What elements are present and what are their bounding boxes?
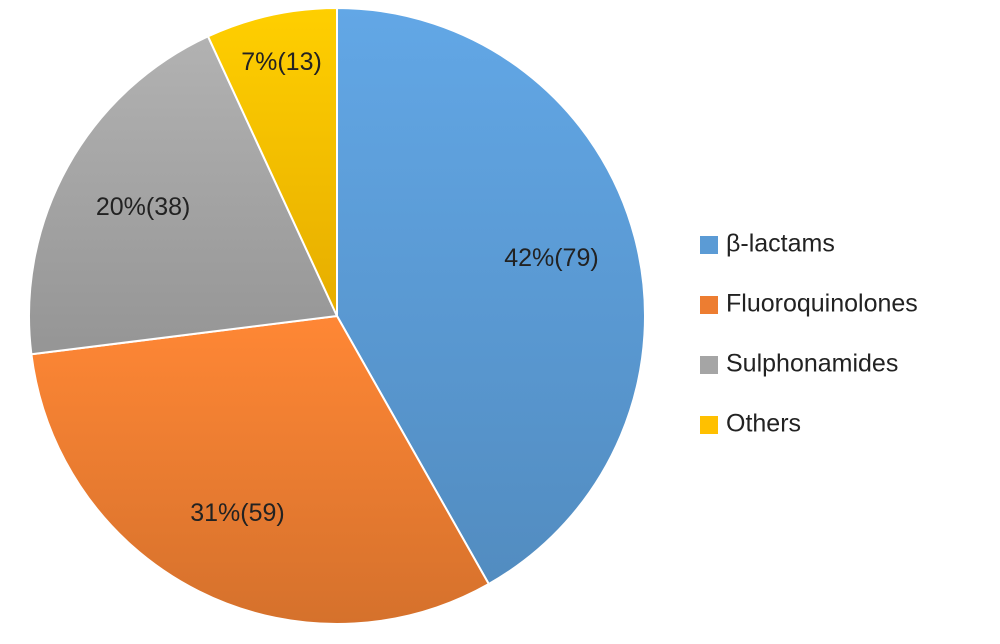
data-label: 20%(38) bbox=[96, 193, 191, 221]
legend-swatch bbox=[700, 416, 718, 434]
legend-label: Fluoroquinolones bbox=[726, 290, 918, 318]
legend-label: β-lactams bbox=[726, 230, 835, 258]
legend-swatch bbox=[700, 296, 718, 314]
legend-label: Sulphonamides bbox=[726, 350, 898, 378]
legend-label: Others bbox=[726, 410, 801, 438]
data-label: 7%(13) bbox=[241, 48, 322, 76]
pie-slice bbox=[30, 314, 491, 625]
legend-swatch bbox=[700, 236, 718, 254]
pie-slice bbox=[206, 6, 338, 317]
pie-slice bbox=[336, 6, 646, 586]
legend-swatch bbox=[700, 356, 718, 374]
data-label: 42%(79) bbox=[504, 244, 599, 272]
data-label: 31%(59) bbox=[190, 499, 285, 527]
pie-slice bbox=[28, 34, 339, 356]
